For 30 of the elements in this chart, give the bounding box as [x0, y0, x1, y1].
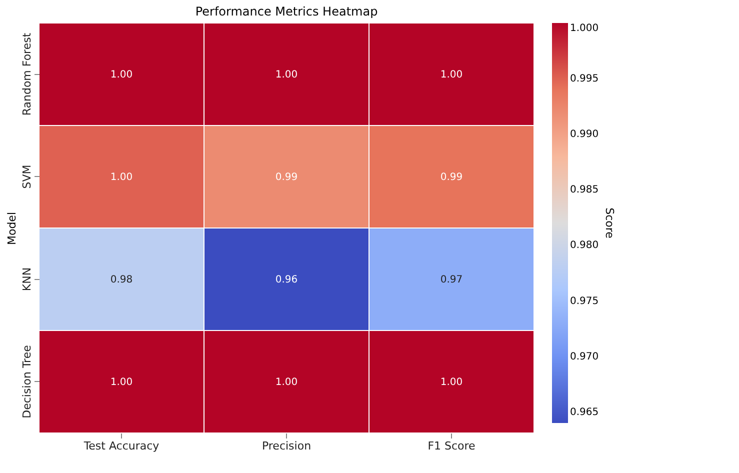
color-bar-label: 0.995 — [570, 74, 599, 85]
color-bar-title: Score — [603, 208, 616, 239]
data-label: 1.00 — [110, 172, 133, 183]
data-label: 1.00 — [440, 376, 463, 388]
data-label: 1.00 — [440, 69, 463, 80]
data-label: 1.00 — [275, 376, 298, 388]
color-bar-label: 0.980 — [570, 240, 599, 252]
y-axis-title: Model — [6, 212, 18, 246]
x-tick-label: Test Accuracy — [82, 440, 160, 452]
color-bar-label: 0.990 — [570, 129, 599, 140]
y-tick-label: Decision Tree — [20, 344, 34, 418]
data-label: 1.00 — [275, 69, 298, 80]
data-label: 0.97 — [440, 274, 463, 286]
data-label: 0.96 — [275, 274, 298, 286]
x-tick-label: Precision — [262, 440, 312, 452]
color-bar-label: 0.975 — [570, 296, 599, 307]
y-tick-label: KNN — [20, 267, 34, 292]
data-label: 1.00 — [110, 376, 133, 388]
color-bar-label: 0.965 — [570, 406, 599, 418]
data-label: 0.99 — [440, 172, 463, 183]
y-tick-label: Random Forest — [20, 32, 34, 116]
color-bar-label: 0.970 — [570, 351, 599, 362]
y-tick-label: SVM — [20, 164, 34, 189]
color-bar-label: 0.985 — [570, 184, 599, 196]
data-label: 0.98 — [110, 274, 133, 286]
x-tick-label: F1 Score — [428, 440, 476, 452]
data-label: 1.00 — [110, 69, 133, 80]
data-label: 0.99 — [275, 172, 298, 183]
color-bar-label: 1.000 — [570, 23, 599, 34]
chart-title: Performance Metrics Heatmap — [195, 4, 378, 18]
